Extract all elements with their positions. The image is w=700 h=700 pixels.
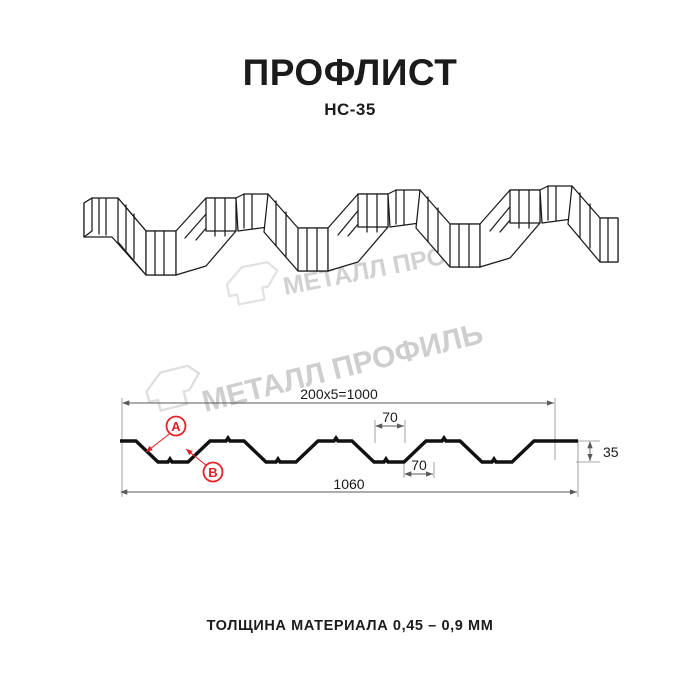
watermark-bottom: МЕТАЛЛ ПРОФИЛЬ: [145, 317, 487, 419]
callout-a-label: A: [171, 419, 181, 434]
callout-b-circle: [202, 461, 224, 483]
dim-label-height: 35: [603, 444, 619, 460]
callout-b: B: [185, 448, 224, 483]
callout-a: A: [145, 415, 187, 453]
dim-label-pitch-total: 200x5=1000: [300, 386, 378, 402]
cross-section-dimension-lines: [120, 400, 593, 495]
callout-b-label: B: [208, 465, 217, 480]
material-thickness-note: ТОЛЩИНА МАТЕРИАЛА 0,45 – 0,9 ММ: [206, 618, 494, 634]
profile-model-subtitle: НС-35: [324, 100, 376, 119]
cross-section-witness-lines: [121, 398, 600, 497]
dim-label-bottom-flat: 70: [411, 457, 427, 473]
watermark-text-2: МЕТАЛЛ ПРОФИЛЬ: [199, 317, 487, 419]
callout-a-leader: [145, 431, 173, 453]
callout-a-circle: [165, 415, 187, 437]
dim-label-total-width: 1060: [333, 476, 364, 492]
profile-3d-view: [83, 185, 619, 276]
page-title: ПРОФЛИСТ: [242, 52, 458, 93]
dim-label-top-flat: 70: [382, 409, 398, 425]
callout-b-leader: [185, 448, 208, 467]
watermark-logo-icon: [225, 260, 279, 306]
cross-section-profile: [120, 434, 578, 464]
watermark-logo-icon-2: [145, 364, 201, 413]
